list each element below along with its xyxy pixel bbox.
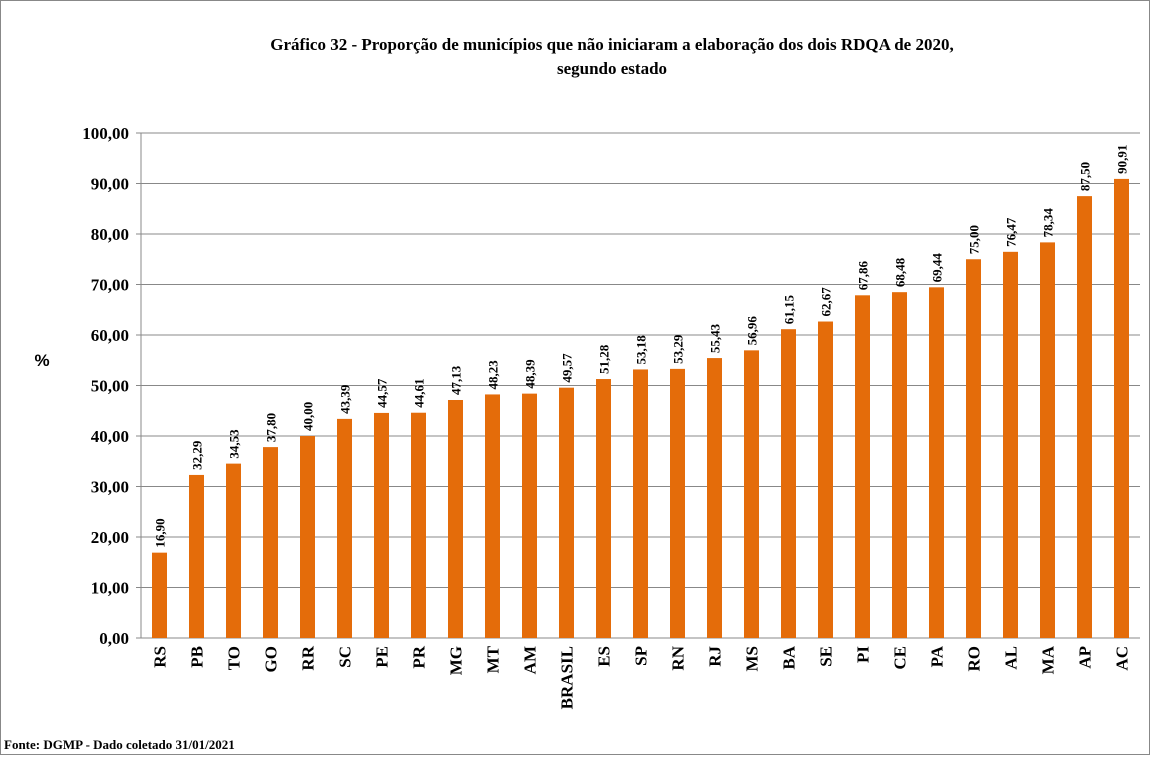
value-label: 44,57: [375, 378, 390, 408]
x-tick-label: AP: [1076, 646, 1095, 669]
value-label: 75,00: [967, 225, 982, 254]
x-tick-label: MG: [447, 646, 466, 675]
value-label: 55,43: [708, 323, 723, 353]
value-label: 40,00: [301, 402, 316, 431]
value-label: 62,67: [819, 287, 834, 317]
x-tick-label: RO: [965, 646, 984, 672]
value-label: 56,96: [745, 316, 760, 346]
x-tick-label: AL: [1002, 646, 1021, 670]
bar: [855, 295, 870, 638]
x-tick-label: SP: [632, 646, 651, 666]
bar: [1114, 178, 1129, 639]
value-label: 61,15: [782, 294, 797, 324]
source-note: Fonte: DGMP - Dado coletado 31/01/2021: [4, 737, 235, 752]
x-tick-label: PA: [928, 645, 947, 667]
value-label: 78,34: [1041, 208, 1056, 238]
x-tick-label: CE: [891, 646, 910, 670]
bar: [374, 412, 389, 638]
chart-title: Gráfico 32 - Proporção de municípios que…: [270, 35, 953, 54]
bar: [300, 436, 315, 638]
x-tick-label: PB: [188, 646, 207, 668]
value-label: 44,61: [412, 378, 427, 407]
bar: [781, 329, 796, 638]
bar: [1077, 196, 1092, 638]
bar: [448, 399, 463, 638]
bar: [892, 292, 907, 638]
y-tick-label: 60,00: [91, 326, 129, 345]
x-tick-label: AC: [1113, 646, 1132, 671]
value-label: 76,47: [1004, 217, 1019, 247]
chart-title: segundo estado: [557, 59, 667, 78]
bar: [818, 321, 833, 638]
x-tick-label: TO: [225, 646, 244, 670]
bar: [411, 412, 426, 638]
value-label: 90,91: [1115, 145, 1130, 174]
value-label: 48,23: [486, 360, 501, 390]
bar: [522, 393, 537, 638]
value-label: 51,28: [597, 344, 612, 374]
x-tick-label: RJ: [706, 646, 725, 667]
value-label: 53,29: [671, 334, 686, 364]
value-label: 49,57: [560, 353, 575, 383]
y-tick-label: 50,00: [91, 377, 129, 396]
bar: [966, 259, 981, 638]
bar: [744, 350, 759, 638]
bar: [189, 474, 204, 638]
value-label: 32,29: [190, 440, 205, 470]
x-tick-label: RR: [299, 645, 318, 670]
y-tick-label: 90,00: [91, 175, 129, 194]
x-tick-label: PR: [410, 645, 429, 668]
value-label: 53,18: [634, 335, 649, 365]
value-label: 37,80: [264, 413, 279, 442]
x-tick-label: MS: [743, 646, 762, 672]
bar: [485, 394, 500, 638]
y-tick-label: 70,00: [91, 276, 129, 295]
x-tick-label: MT: [484, 645, 503, 673]
x-tick-label: SE: [817, 646, 836, 667]
bar: [559, 387, 574, 638]
value-label: 87,50: [1078, 162, 1093, 191]
y-axis-label: %: [34, 351, 49, 370]
value-label: 34,53: [227, 429, 242, 459]
bar: [707, 358, 722, 638]
x-tick-label: BA: [780, 645, 799, 669]
value-label: 68,48: [893, 257, 908, 287]
x-tick-label: MA: [1039, 645, 1058, 674]
x-tick-label: GO: [262, 646, 281, 672]
value-label: 48,39: [523, 359, 538, 389]
y-tick-label: 20,00: [91, 528, 129, 547]
y-tick-label: 40,00: [91, 427, 129, 446]
y-tick-label: 10,00: [91, 579, 129, 598]
value-label: 47,13: [449, 365, 464, 395]
x-tick-label: ES: [595, 646, 614, 667]
value-label: 16,90: [153, 518, 168, 547]
bar: [152, 552, 167, 638]
x-tick-label: SC: [336, 646, 355, 668]
bar: [633, 369, 648, 638]
y-tick-label: 30,00: [91, 478, 129, 497]
bar: [226, 463, 241, 638]
x-tick-label: RN: [669, 645, 688, 670]
value-label: 43,39: [338, 384, 353, 414]
bar: [929, 287, 944, 638]
bar: [670, 368, 685, 638]
bar: [263, 447, 278, 638]
y-tick-label: 100,00: [82, 124, 129, 143]
y-tick-label: 0,00: [99, 629, 129, 648]
bar: [1003, 251, 1018, 638]
x-tick-label: BRASIL: [558, 646, 577, 709]
x-tick-label: PI: [854, 646, 873, 663]
bar: [596, 379, 611, 638]
x-tick-label: RS: [151, 646, 170, 668]
x-tick-label: AM: [521, 646, 540, 674]
x-tick-label: PE: [373, 646, 392, 668]
bar: [337, 418, 352, 638]
bar: [1040, 242, 1055, 638]
value-label: 67,86: [856, 261, 871, 291]
value-label: 69,44: [930, 253, 945, 283]
y-tick-label: 80,00: [91, 225, 129, 244]
